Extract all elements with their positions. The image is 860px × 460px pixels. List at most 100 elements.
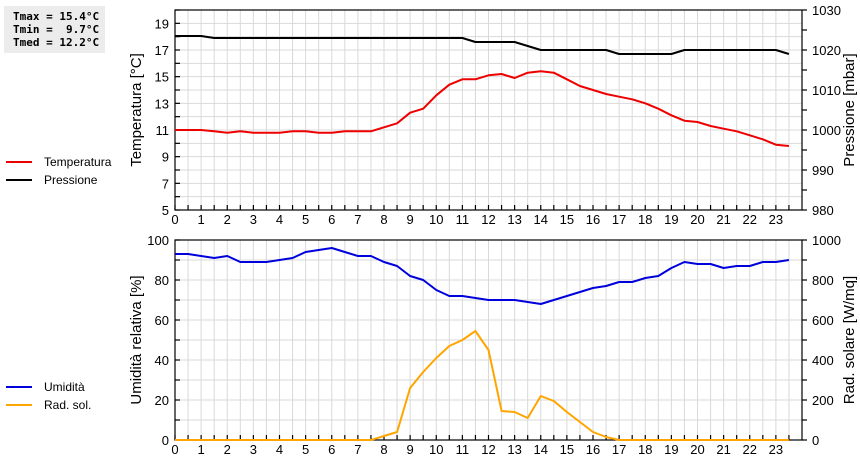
x-tick-label: 12 xyxy=(481,442,495,457)
x-tick-label: 9 xyxy=(407,212,414,227)
x-tick-label: 22 xyxy=(743,442,757,457)
x-tick-label: 8 xyxy=(380,442,387,457)
x-tick-label: 21 xyxy=(716,212,730,227)
y-tick-label: 15 xyxy=(155,70,169,85)
x-tick-label: 0 xyxy=(171,212,178,227)
y-tick-label: 100 xyxy=(147,233,169,248)
x-tick-label: 9 xyxy=(407,442,414,457)
y-tick-label: 0 xyxy=(162,433,169,448)
y2-tick-label: 200 xyxy=(812,393,834,408)
x-tick-label: 3 xyxy=(250,442,257,457)
tmin-text: Tmin = 9.7°C xyxy=(13,23,100,36)
x-tick-label: 15 xyxy=(560,212,574,227)
legend-label: Temperatura xyxy=(44,155,112,169)
series-rad-sol-line xyxy=(175,330,789,441)
x-tick-label: 19 xyxy=(664,212,678,227)
tmed-text: Tmed = 12.2°C xyxy=(13,36,100,49)
tmax-text: Tmax = 15.4°C xyxy=(13,10,100,23)
x-tick-label: 6 xyxy=(328,442,335,457)
y-tick-label: 80 xyxy=(155,273,169,288)
x-tick-label: 22 xyxy=(743,212,757,227)
x-tick-label: 21 xyxy=(716,442,730,457)
series-pressioneline xyxy=(175,35,790,55)
radsol-swatch xyxy=(6,404,32,406)
x-tick-label: 18 xyxy=(638,212,652,227)
y2-tick-label: 400 xyxy=(812,353,834,368)
y-tick-label: 7 xyxy=(162,176,169,191)
y-axis-label: Umidità relativa [%] xyxy=(128,275,145,404)
x-tick-label: 7 xyxy=(354,442,361,457)
x-tick-label: 3 xyxy=(250,212,257,227)
x-tick-label: 2 xyxy=(224,212,231,227)
x-tick-label: 7 xyxy=(354,212,361,227)
x-tick-label: 11 xyxy=(456,442,470,457)
legend-label: Rad. sol. xyxy=(44,398,92,412)
x-tick-label: 17 xyxy=(612,442,626,457)
y-tick-label: 13 xyxy=(155,96,169,111)
y2-axis-label: Rad. solare [W/mq] xyxy=(841,276,858,404)
y2-tick-label: 1020 xyxy=(812,43,841,58)
x-tick-label: 16 xyxy=(586,212,600,227)
x-tick-label: 20 xyxy=(690,212,704,227)
y-tick-label: 60 xyxy=(155,313,169,328)
x-tick-label: 2 xyxy=(224,442,231,457)
x-tick-label: 20 xyxy=(690,442,704,457)
y2-tick-label: 800 xyxy=(812,273,834,288)
x-tick-label: 14 xyxy=(534,212,548,227)
y2-tick-label: 1000 xyxy=(812,233,841,248)
x-tick-label: 23 xyxy=(769,212,783,227)
stats-box: Tmax = 15.4°C Tmin = 9.7°C Tmed = 12.2°C xyxy=(4,6,105,53)
x-tick-label: 1 xyxy=(198,442,205,457)
series-temperaturaline xyxy=(175,70,789,147)
y2-tick-label: 990 xyxy=(812,163,834,178)
legend-bottom: Umidità Rad. sol. xyxy=(6,378,91,414)
x-tick-label: 18 xyxy=(638,442,652,457)
y-tick-label: 19 xyxy=(155,16,169,31)
x-tick-label: 15 xyxy=(560,442,574,457)
legend-label: Umidità xyxy=(44,380,85,394)
x-tick-label: 4 xyxy=(276,212,283,227)
y2-tick-label: 1030 xyxy=(812,3,841,18)
x-tick-label: 16 xyxy=(586,442,600,457)
x-tick-label: 19 xyxy=(664,442,678,457)
y-tick-label: 17 xyxy=(155,43,169,58)
y2-tick-label: 1000 xyxy=(812,123,841,138)
temperatura-swatch xyxy=(6,161,32,163)
legend-top: Temperatura Pressione xyxy=(6,153,111,189)
umidita-swatch xyxy=(6,386,32,388)
y2-axis-label: Pressione [mbar] xyxy=(841,53,858,166)
x-tick-label: 6 xyxy=(328,212,335,227)
y2-tick-label: 600 xyxy=(812,313,834,328)
y2-tick-label: 0 xyxy=(812,433,819,448)
legend-item-pressione: Pressione xyxy=(6,171,111,189)
y-tick-label: 40 xyxy=(155,353,169,368)
series-umidit-line xyxy=(175,247,790,305)
y-axis-label: Temperatura [°C] xyxy=(128,53,145,167)
x-tick-label: 17 xyxy=(612,212,626,227)
x-tick-label: 4 xyxy=(276,442,283,457)
y-tick-label: 5 xyxy=(162,203,169,218)
y-tick-label: 20 xyxy=(155,393,169,408)
x-tick-label: 1 xyxy=(198,212,205,227)
pressione-swatch xyxy=(6,179,32,181)
x-tick-label: 12 xyxy=(481,212,495,227)
x-tick-label: 10 xyxy=(429,442,443,457)
x-tick-label: 13 xyxy=(507,212,521,227)
legend-label: Pressione xyxy=(44,173,98,187)
x-tick-label: 14 xyxy=(534,442,548,457)
y2-tick-label: 1010 xyxy=(812,83,841,98)
legend-item-radsol: Rad. sol. xyxy=(6,396,91,414)
x-tick-label: 10 xyxy=(429,212,443,227)
x-tick-label: 13 xyxy=(507,442,521,457)
legend-item-umidita: Umidità xyxy=(6,378,91,396)
x-tick-label: 0 xyxy=(171,442,178,457)
y-tick-label: 11 xyxy=(156,123,170,138)
x-tick-label: 5 xyxy=(302,212,309,227)
legend-item-temperatura: Temperatura xyxy=(6,153,111,171)
y2-tick-label: 980 xyxy=(812,203,834,218)
y-tick-label: 9 xyxy=(162,150,169,165)
temperature-pressure-chart: 0 1 2 3 4 5 6 7 8 9 10 11 12 13 14 15 16 17 18 19 20 21 22 2357… xyxy=(128,3,858,227)
x-tick-label: 5 xyxy=(302,442,309,457)
x-tick-label: 11 xyxy=(456,212,470,227)
x-tick-label: 23 xyxy=(769,442,783,457)
